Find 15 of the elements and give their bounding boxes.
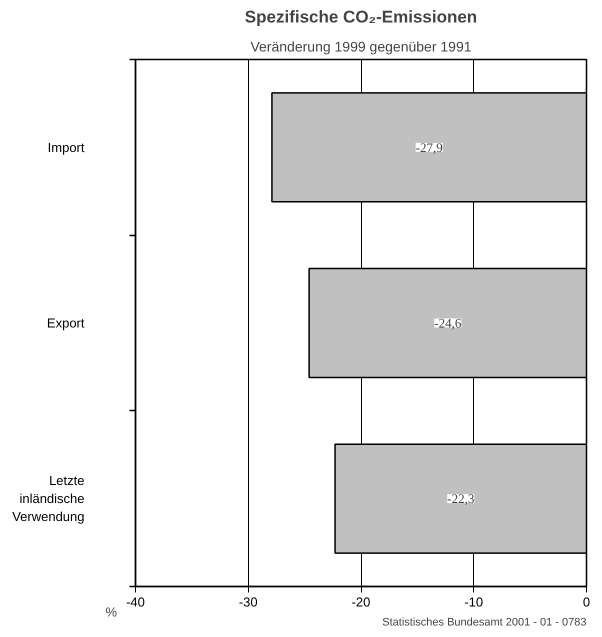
y-tick-label: Import	[48, 140, 85, 155]
x-tick-label: 0	[582, 594, 590, 610]
data-label: -22,3	[447, 491, 474, 506]
data-label: -24,6	[434, 316, 462, 330]
x-tick-label: -30	[238, 594, 258, 610]
y-tick-label: Export	[46, 316, 85, 330]
x-axis-title: %	[106, 604, 118, 620]
x-tick-label: -40	[126, 594, 145, 610]
chart-title: Spezifische CO₂-Emissionen	[244, 8, 478, 26]
y-tick-label: Letzte inländische Verwendung	[12, 473, 85, 524]
text: Statistisches Bundesamt 2001 - 01 - 0783	[382, 616, 587, 628]
x-tick-label: -20	[352, 594, 370, 610]
data-label: -27,9	[416, 140, 443, 155]
chart-subtitle: Veränderung 1999 gegenüber 1991	[250, 38, 472, 54]
x-tick-label: -10	[464, 594, 484, 610]
